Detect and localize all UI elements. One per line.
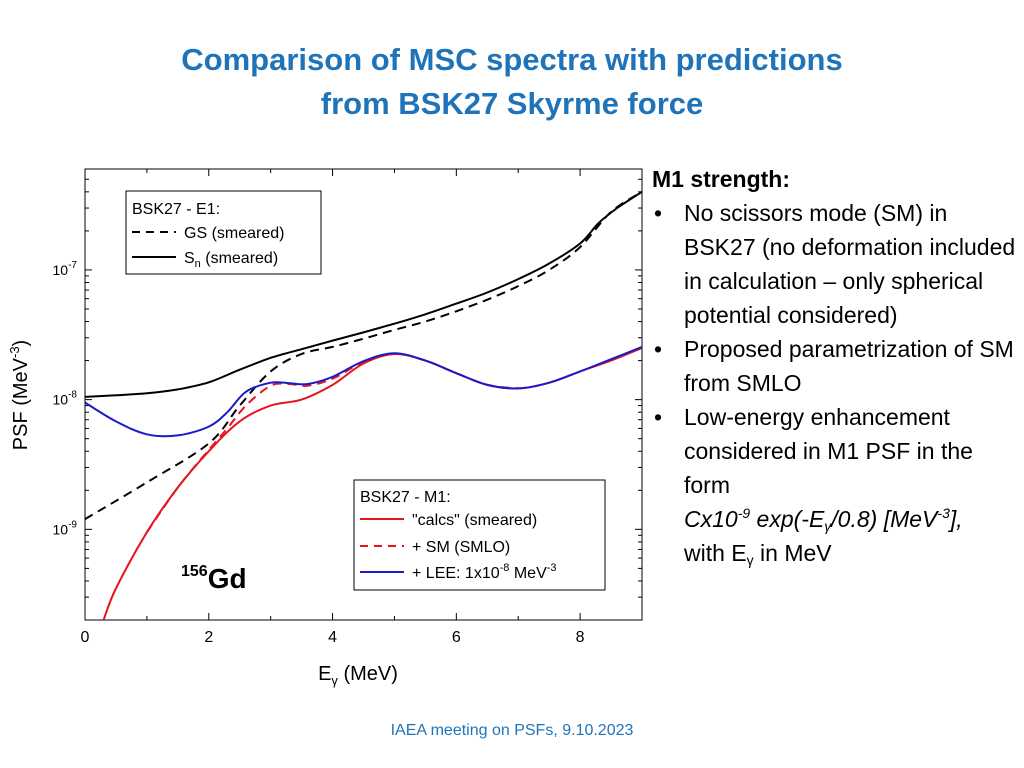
series-line-0 [85,190,642,520]
slide-title-line-1: Comparison of MSC spectra with predictio… [181,42,843,77]
y-tick-label: 10-8 [53,390,78,408]
y-tick-label: 10-7 [53,260,78,278]
series-group [85,190,642,620]
x-tick-label: 8 [576,629,585,646]
legend-label-sm: + SM (SMLO) [412,539,510,556]
panel-heading: M1 strength: [652,166,790,192]
slide-title: Comparison of MSC spectra with predictio… [0,38,1024,126]
energy-unit-note: with Eγ in MeV [684,540,832,568]
legend-e1: BSK27 - E1: GS (smeared) Sn (smeared) [125,190,322,275]
legend-e1-title: BSK27 - E1: [132,201,220,218]
legend-label-sn: Sn (smeared) [184,250,278,270]
legend-m1: BSK27 - M1: "calcs" (smeared) + SM (SMLO… [353,479,606,591]
legend-label-lee: + LEE: 1x10-8 MeV-3 [412,562,557,582]
slide-title-line-2: from BSK27 Skyrme force [320,86,704,121]
series-line-1 [85,190,642,398]
bullet-item: No scissors mode (SM) in BSK27 (no defor… [652,196,1022,332]
bullet-list: No scissors mode (SM) in BSK27 (no defor… [652,196,1022,570]
lee-formula: Cx10-9 exp(-Eγ/0.8) [MeV-3], [684,505,963,534]
legend-e1-box [125,190,322,275]
x-tick-label: 6 [452,629,461,646]
bullet-item: Proposed parametrization of SM from SMLO [652,332,1022,400]
bullet-text: Low-energy enhancement considered in M1 … [684,404,973,498]
footer-text: IAEA meeting on PSFs, 9.10.2023 [390,722,634,739]
legend-m1-title: BSK27 - M1: [360,489,451,506]
legend-label-gs: GS (smeared) [184,225,284,242]
bullet-item: Low-energy enhancement considered in M1 … [652,400,1022,570]
series-line-4 [85,345,642,438]
x-tick-label: 4 [328,629,337,646]
x-tick-label: 2 [204,629,213,646]
m1-strength-panel: M1 strength: No scissors mode (SM) in BS… [652,162,1022,570]
psf-chart: 10-9 10-8 10-7 0 2 4 6 8 Eγ (MeV) PSF (M… [7,168,643,688]
nucleus-label: 156Gd [181,563,247,594]
x-axis-label: Eγ (MeV) [318,663,398,688]
y-axis-label: PSF (MeV-3) [7,340,32,450]
x-tick-label: 0 [81,629,90,646]
y-tick-label: 10-9 [53,519,78,537]
legend-label-calcs: "calcs" (smeared) [412,512,537,529]
